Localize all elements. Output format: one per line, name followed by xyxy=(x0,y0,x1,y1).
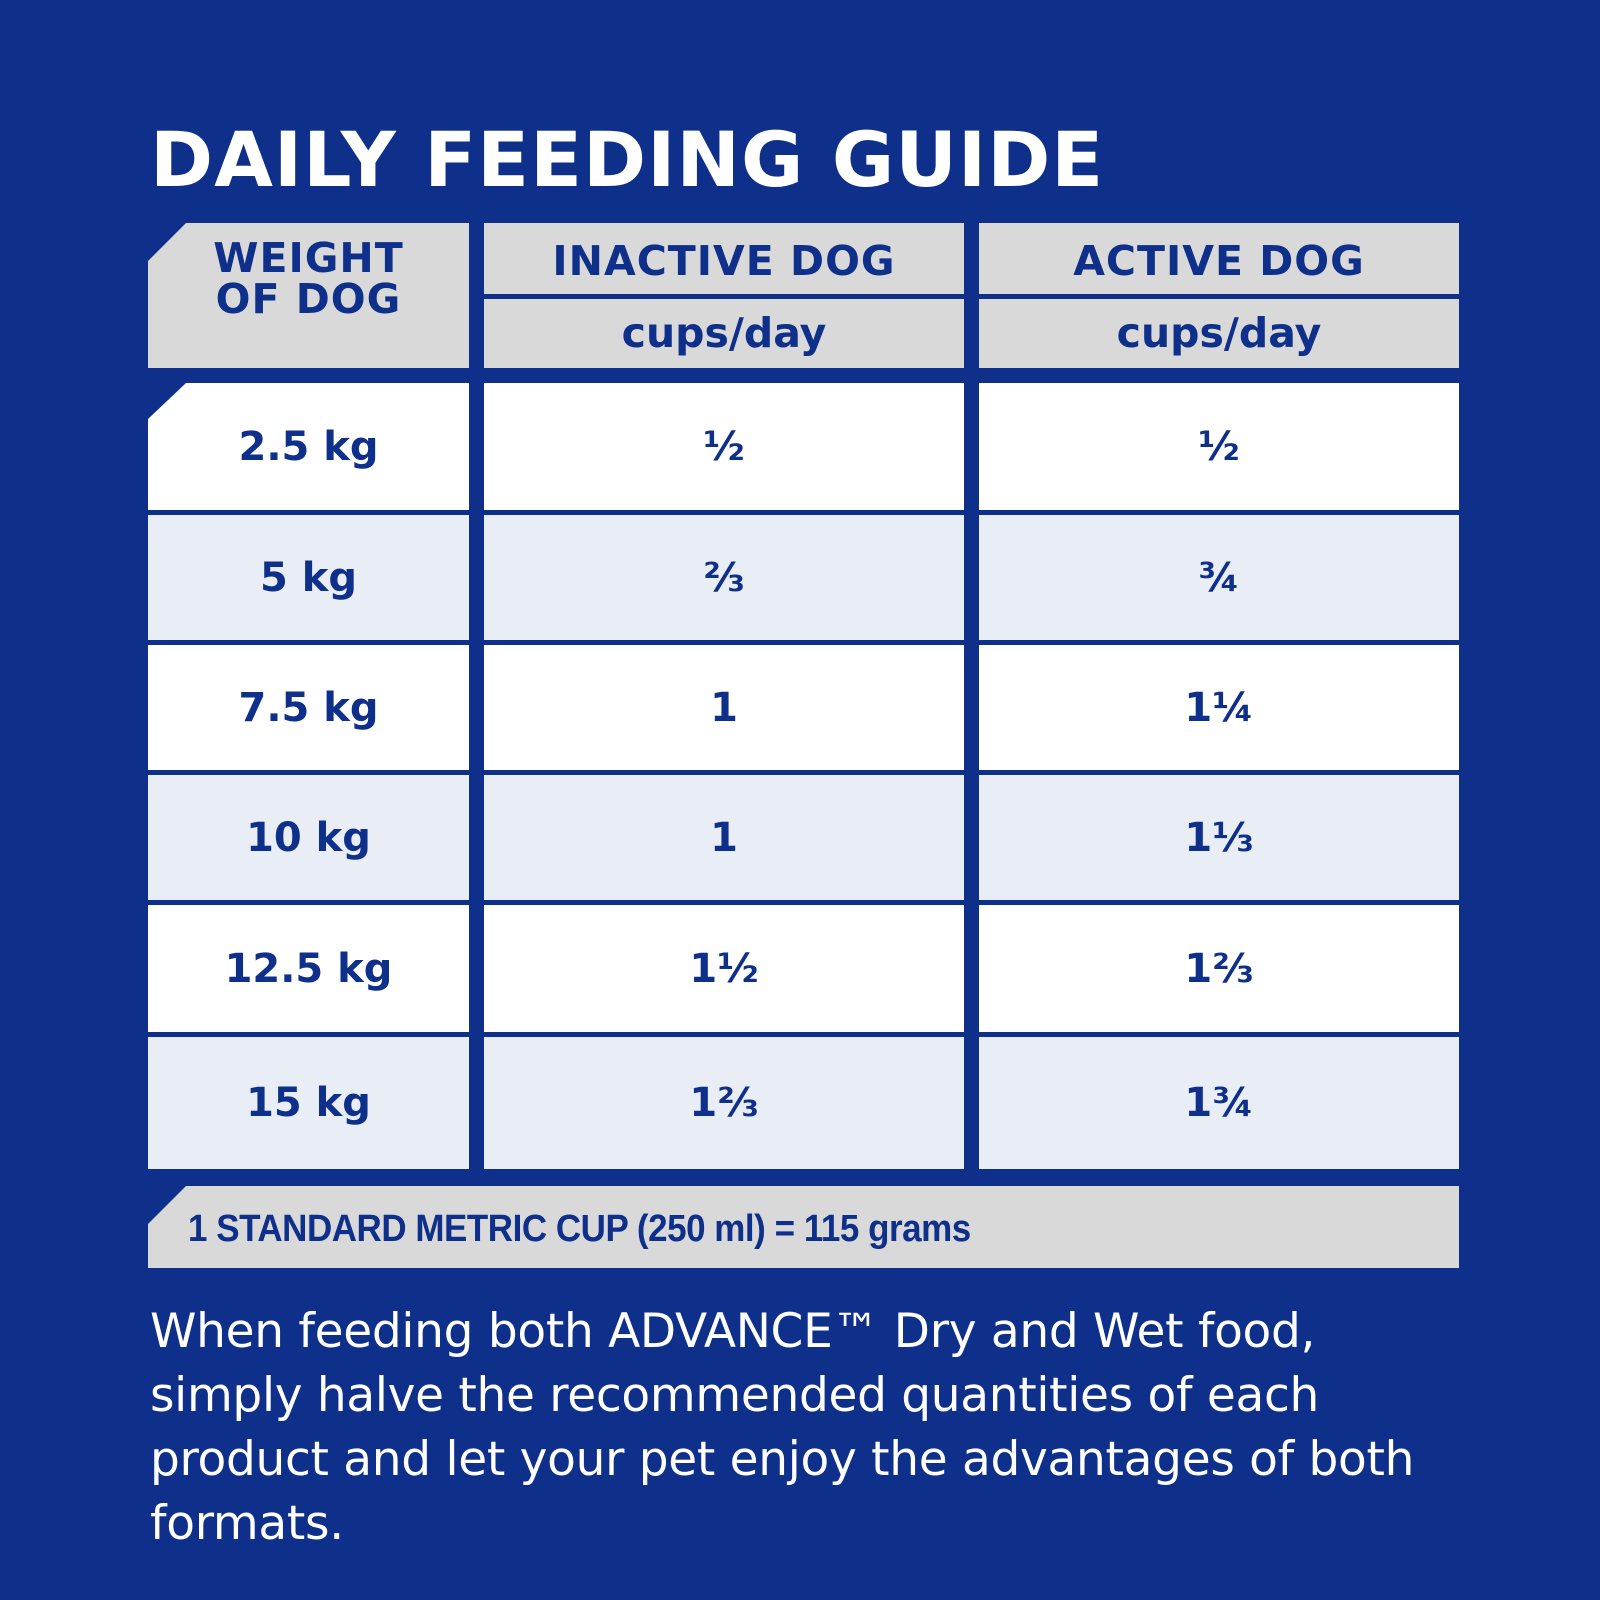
header-active-unit-label: cups/day xyxy=(1116,309,1322,357)
weight-value: 15 kg xyxy=(246,1080,371,1126)
active-cell: ½ xyxy=(979,383,1459,510)
weight-cell: 7.5 kg xyxy=(148,645,469,770)
header-inactive-unit-label: cups/day xyxy=(621,309,827,357)
inactive-cups-value: 1½ xyxy=(689,945,759,992)
active-cell: 1¼ xyxy=(979,645,1459,770)
weight-cell: 10 kg xyxy=(148,775,469,900)
inactive-cell: 1½ xyxy=(484,905,964,1032)
inactive-cell: ⅔ xyxy=(484,515,964,640)
header-active-dog: ACTIVE DOG xyxy=(979,223,1459,294)
active-cups-value: 1⅔ xyxy=(1184,945,1254,992)
header-weight-label: WEIGHT OF DOG xyxy=(213,238,403,352)
header-weight-of-dog: WEIGHT OF DOG xyxy=(148,223,469,368)
page-title: DAILY FEEDING GUIDE xyxy=(150,115,1105,204)
active-cups-value: 1¼ xyxy=(1184,684,1254,731)
inactive-cell: ½ xyxy=(484,383,964,510)
weight-cell: 5 kg xyxy=(148,515,469,640)
mixed-feeding-instructions: When feeding both ADVANCE™ Dry and Wet f… xyxy=(150,1304,1415,1551)
inactive-cups-value: 1⅔ xyxy=(689,1080,759,1126)
inactive-cell: 1 xyxy=(484,775,964,900)
header-active-unit: cups/day xyxy=(979,299,1459,368)
header-active-title: ACTIVE DOG xyxy=(1073,237,1365,285)
active-cups-value: ¾ xyxy=(1198,554,1240,601)
header-inactive-dog: INACTIVE DOG xyxy=(484,223,964,294)
active-cups-value: ½ xyxy=(1198,423,1240,470)
inactive-cell: 1 xyxy=(484,645,964,770)
weight-value: 5 kg xyxy=(260,554,357,601)
weight-value: 2.5 kg xyxy=(238,423,379,470)
weight-cell: 12.5 kg xyxy=(148,905,469,1032)
weight-cell: 2.5 kg xyxy=(148,383,469,510)
weight-value: 7.5 kg xyxy=(238,684,379,731)
inactive-cups-value: ⅔ xyxy=(703,554,745,601)
active-cell: 1⅔ xyxy=(979,905,1459,1032)
header-weight-line1: WEIGHT xyxy=(213,234,404,283)
inactive-cups-value: ½ xyxy=(703,423,745,470)
header-inactive-title: INACTIVE DOG xyxy=(552,237,896,285)
weight-value: 10 kg xyxy=(246,814,371,861)
active-cell: ¾ xyxy=(979,515,1459,640)
inactive-cups-value: 1 xyxy=(710,814,738,861)
cup-conversion-note: 1 STANDARD METRIC CUP (250 ml) = 115 gra… xyxy=(148,1186,1459,1268)
weight-value: 12.5 kg xyxy=(224,945,393,992)
weight-cell: 15 kg xyxy=(148,1037,469,1169)
header-inactive-unit: cups/day xyxy=(484,299,964,368)
active-cups-value: 1⅓ xyxy=(1184,814,1254,861)
header-weight-line2: OF DOG xyxy=(215,274,402,323)
active-cell: 1¾ xyxy=(979,1037,1459,1169)
active-cups-value: 1¾ xyxy=(1184,1080,1254,1126)
cup-conversion-text: 1 STANDARD METRIC CUP (250 ml) = 115 gra… xyxy=(188,1207,971,1250)
inactive-cell: 1⅔ xyxy=(484,1037,964,1169)
active-cell: 1⅓ xyxy=(979,775,1459,900)
inactive-cups-value: 1 xyxy=(710,684,738,731)
